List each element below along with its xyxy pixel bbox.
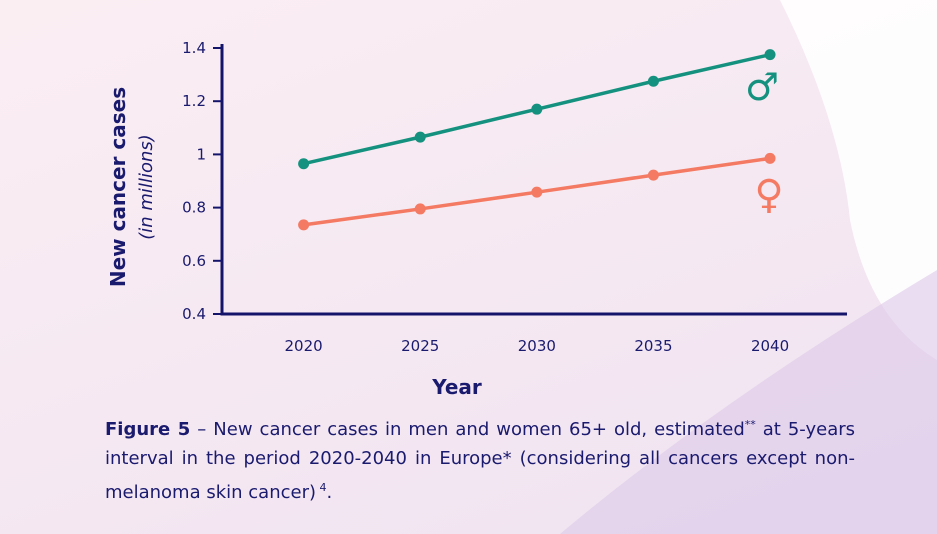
y-axis-ticks: 0.4 0.6 0.8 1 1.2 1.4 bbox=[182, 39, 222, 323]
caption-ref: 4 bbox=[316, 481, 327, 494]
data-point-men bbox=[647, 75, 659, 87]
data-point-women bbox=[531, 186, 543, 198]
x-tick-label: 2030 bbox=[518, 337, 556, 355]
caption-stars: ** bbox=[744, 418, 756, 431]
x-tick-label: 2020 bbox=[285, 337, 323, 355]
x-axis-label: Year bbox=[431, 375, 482, 399]
x-axis-ticks: 2020 2025 2030 2035 2040 bbox=[285, 337, 790, 355]
x-tick-label: 2040 bbox=[751, 337, 789, 355]
y-tick-label: 0.6 bbox=[182, 252, 206, 270]
y-tick-label: 0.8 bbox=[182, 199, 206, 217]
x-tick-label: 2035 bbox=[634, 337, 672, 355]
y-axis-label: New cancer cases bbox=[106, 87, 130, 287]
data-point-men bbox=[531, 103, 543, 115]
female-symbol-icon: ♀ bbox=[754, 172, 783, 218]
data-point-women bbox=[647, 169, 659, 181]
chart-series bbox=[298, 49, 776, 231]
figure-caption: Figure 5 – New cancer cases in men and w… bbox=[105, 410, 855, 507]
y-tick-label: 1.4 bbox=[182, 39, 206, 57]
data-point-men bbox=[298, 158, 310, 170]
male-symbol-icon: ♂ bbox=[745, 65, 779, 109]
y-tick-label: 0.4 bbox=[182, 305, 206, 323]
caption-text: – New cancer cases in men and women 65+ … bbox=[190, 419, 745, 440]
y-axis-sublabel: (in millions) bbox=[136, 134, 157, 240]
data-point-men bbox=[764, 49, 776, 61]
data-point-women bbox=[764, 152, 776, 164]
data-point-men bbox=[414, 131, 426, 143]
data-point-women bbox=[414, 203, 426, 215]
figure-label: Figure 5 bbox=[105, 419, 191, 440]
caption-end: . bbox=[326, 482, 333, 503]
y-tick-label: 1 bbox=[196, 145, 206, 163]
caption-text-2: at 5-years interval in the period 2020-2… bbox=[105, 419, 856, 503]
x-tick-label: 2025 bbox=[401, 337, 439, 355]
data-point-women bbox=[298, 219, 310, 231]
y-tick-label: 1.2 bbox=[182, 92, 206, 110]
chart-axes bbox=[220, 44, 847, 316]
